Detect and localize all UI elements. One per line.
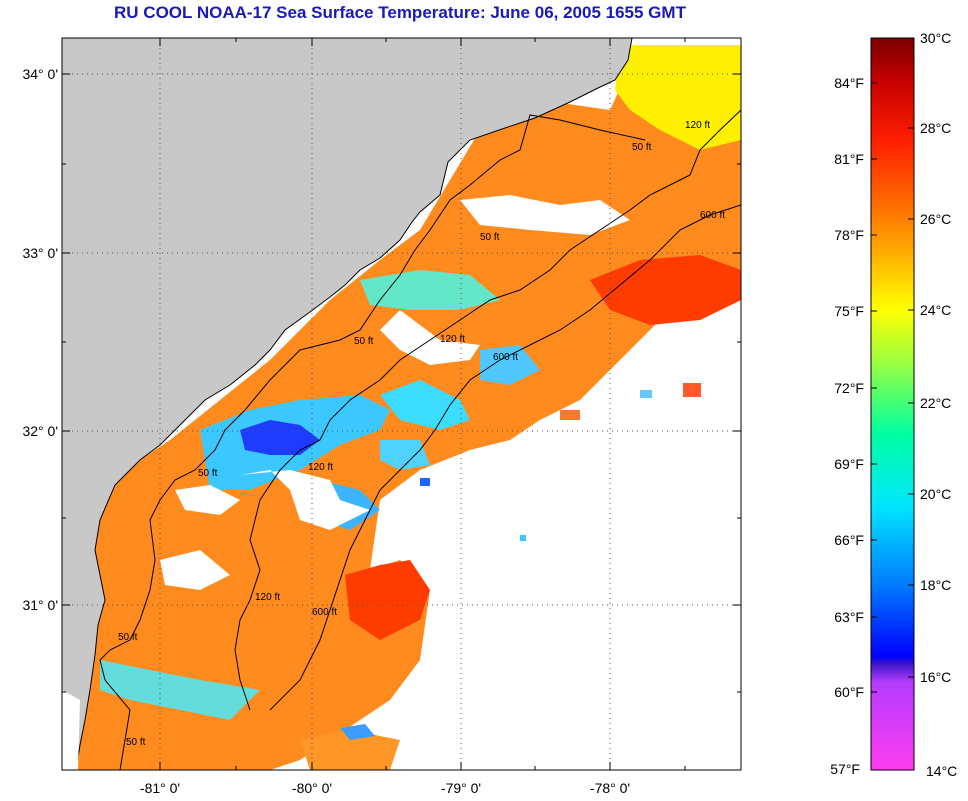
cloud-area-patch [160, 550, 230, 590]
offshore-patch-4 [560, 410, 580, 420]
coastal-nodata-strip [62, 690, 80, 770]
lon-label: -78° 0' [590, 780, 630, 796]
sst-south-patch [300, 730, 400, 770]
contour-label: 600 ft [312, 607, 337, 618]
lon-label: -81° 0' [140, 780, 180, 796]
cloud-area-inner [240, 470, 370, 530]
land-mass [62, 38, 632, 770]
contour-label: 50 ft [126, 737, 146, 748]
grid-lines [62, 38, 741, 770]
contour-label: 50 ft [354, 336, 374, 347]
contour-label: 600 ft [700, 210, 725, 221]
colorbar [870, 37, 915, 771]
axis-ticks [62, 38, 741, 770]
cloud-area-west [175, 485, 240, 515]
sst-cool-patch-3 [380, 380, 470, 430]
colorbar-c-ticks [908, 37, 914, 678]
contour-120ft [234, 109, 741, 711]
colorbar-f-label: 72°F [834, 380, 864, 396]
contour-label: 120 ft [255, 592, 280, 603]
colorbar-c-label: 22°C [920, 395, 951, 411]
contour-label: 120 ft [685, 120, 710, 131]
lat-label: 33° 0' [22, 245, 58, 261]
contour-label: 50 ft [632, 142, 652, 153]
lon-label: -80° 0' [292, 780, 332, 796]
colorbar-f-label: 78°F [834, 227, 864, 243]
contour-label: 50 ft [480, 232, 500, 243]
colorbar-c-label: 16°C [920, 669, 951, 685]
contour-labels: 50 ft 120 ft 600 ft 50 ft 120 ft 600 ft … [118, 120, 725, 748]
contour-600ft [269, 204, 741, 711]
sst-south-blue [340, 724, 375, 740]
lon-label: -79° 0' [441, 780, 481, 796]
sst-cool-patch-6 [100, 660, 260, 720]
offshore-patch-1 [683, 383, 701, 397]
contour-label: 120 ft [440, 334, 465, 345]
colorbar-f-label: 81°F [834, 151, 864, 167]
contour-label: 50 ft [198, 468, 218, 479]
contour-label: 50 ft [118, 632, 138, 643]
sst-cool-patch-2 [240, 420, 320, 455]
colorbar-c-label: 24°C [920, 302, 951, 318]
lat-label: 32° 0' [22, 423, 58, 439]
colorbar-f-label: 63°F [834, 609, 864, 625]
lat-label: 34° 0' [22, 66, 58, 82]
colorbar-f-ticks [871, 82, 877, 693]
colorbar-f-label: 60°F [834, 684, 864, 700]
sst-cool-patch-4 [360, 270, 500, 310]
offshore-patch-3 [520, 535, 526, 541]
contour-label: 600 ft [493, 352, 518, 363]
colorbar-c-label: 28°C [920, 120, 951, 136]
sst-yellow-region [615, 45, 741, 150]
offshore-patch-2 [420, 478, 430, 486]
contour-label: 120 ft [308, 462, 333, 473]
offshore-patch-5 [640, 390, 652, 398]
colorbar-f-label: 57°F [830, 761, 860, 777]
colorbar-f-label: 66°F [834, 532, 864, 548]
cloud-area-north [460, 195, 630, 235]
lat-label: 31° 0' [22, 597, 58, 613]
cloud-area-mid [380, 310, 480, 365]
sst-cool-patch-5 [480, 345, 540, 385]
coastline [75, 38, 633, 770]
colorbar-f-label: 84°F [834, 75, 864, 91]
colorbar-c-label: 14°C [926, 763, 957, 779]
colorbar-c-label: 20°C [920, 486, 951, 502]
colorbar-f-label: 75°F [834, 303, 864, 319]
colorbar-f-label: 69°F [834, 456, 864, 472]
sst-cool-patch-8 [380, 440, 430, 470]
sst-red-patch-south [345, 560, 430, 640]
colorbar-c-label: 30°C [920, 30, 951, 46]
colorbar-c-label: 26°C [920, 211, 951, 227]
sst-red-patch-east [590, 255, 741, 325]
map-title: RU COOL NOAA-17 Sea Surface Temperature:… [114, 3, 686, 22]
contour-50ft [99, 114, 646, 770]
map-border [61, 37, 742, 771]
colorbar-c-label: 18°C [920, 577, 951, 593]
